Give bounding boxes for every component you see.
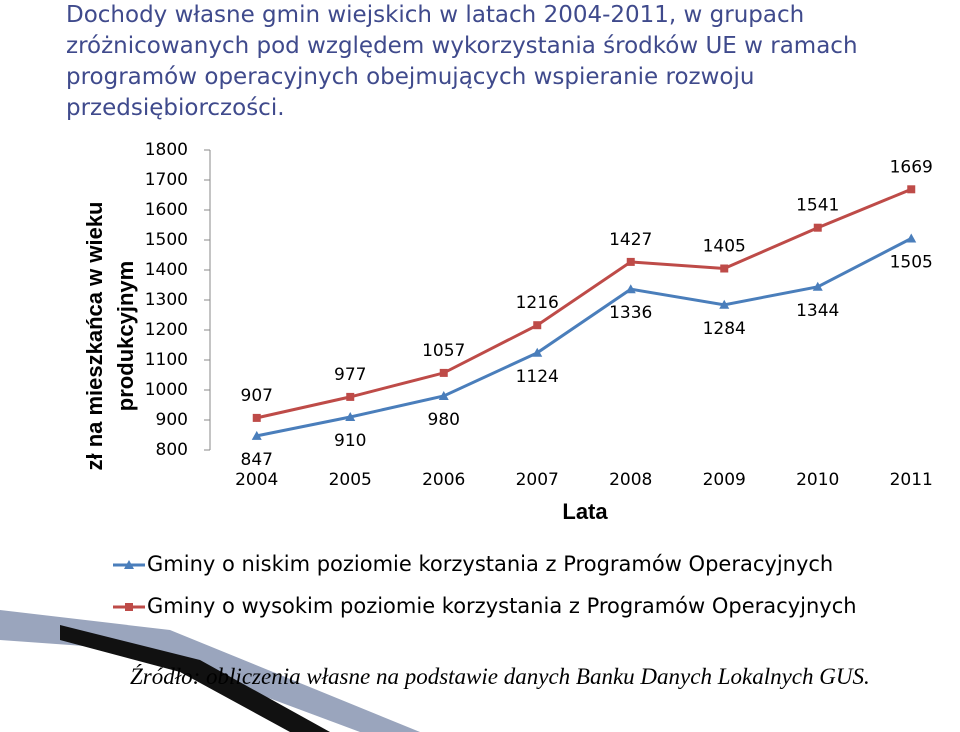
point (720, 264, 729, 273)
data-label: 1427 (609, 230, 652, 250)
y-tick-label: 1400 (145, 260, 188, 280)
x-tick-label: 2011 (890, 470, 933, 490)
point (906, 233, 917, 243)
data-label: 907 (241, 386, 273, 406)
y-axis-title: zł na mieszkańca w wieku produkcyjnym (82, 201, 138, 471)
series-line (256, 187, 912, 420)
point (626, 257, 635, 266)
data-label: 910 (334, 431, 366, 451)
data-label: 1336 (609, 303, 652, 323)
source-note: Źródło: obliczenia własne na podstawie d… (130, 664, 870, 689)
data-label: 1405 (703, 237, 746, 257)
data-label: 1505 (890, 253, 933, 273)
point (532, 347, 543, 357)
legend-label: Gminy o niskim poziomie korzystania z Pr… (147, 552, 833, 576)
point (813, 223, 822, 232)
x-tick-label: 2009 (703, 470, 746, 490)
point (345, 412, 356, 421)
x-tick-label: 2010 (796, 470, 839, 490)
x-axis-title: Lata (562, 499, 608, 524)
y-tick-label: 1500 (145, 230, 188, 250)
y-tick-label: 1300 (145, 290, 188, 310)
point (719, 299, 730, 309)
point (251, 430, 262, 440)
data-label: 1669 (890, 157, 933, 177)
chart-title: Dochody własne gmin wiejskich w latach 2… (66, 2, 858, 121)
y-tick-label: 900 (156, 410, 188, 430)
x-tick-label: 2005 (329, 470, 372, 490)
series-line (256, 237, 912, 438)
point (252, 413, 261, 422)
y-tick-label: 1700 (145, 170, 188, 190)
y-tick-label: 1600 (145, 200, 188, 220)
data-label: 1057 (422, 341, 465, 361)
point (533, 321, 542, 330)
x-tick-label: 2008 (609, 470, 652, 490)
decoration (60, 625, 330, 732)
data-label: 1344 (796, 301, 839, 321)
data-label: 980 (428, 410, 460, 430)
legend-label: Gminy o wysokim poziomie korzystania z P… (147, 594, 857, 618)
point (625, 284, 636, 294)
y-tick-label: 1000 (145, 380, 188, 400)
x-tick-label: 2007 (516, 470, 559, 490)
point (907, 185, 916, 194)
data-label: 977 (334, 365, 366, 385)
y-tick-label: 1100 (145, 350, 188, 370)
data-label: 1284 (703, 319, 746, 339)
data-label: 1541 (796, 196, 839, 216)
y-tick-label: 1200 (145, 320, 188, 340)
x-tick-label: 2006 (422, 470, 465, 490)
legend-marker (125, 603, 133, 611)
point (439, 368, 448, 377)
y-tick-label: 1800 (145, 140, 188, 160)
point (438, 391, 449, 400)
x-tick-label: 2004 (235, 470, 278, 490)
legend-marker (124, 560, 134, 569)
y-tick-label: 800 (156, 440, 188, 460)
data-label: 1124 (516, 367, 559, 387)
point (812, 281, 823, 291)
data-label: 847 (241, 450, 273, 470)
data-label: 1216 (516, 293, 559, 313)
point (346, 392, 355, 401)
